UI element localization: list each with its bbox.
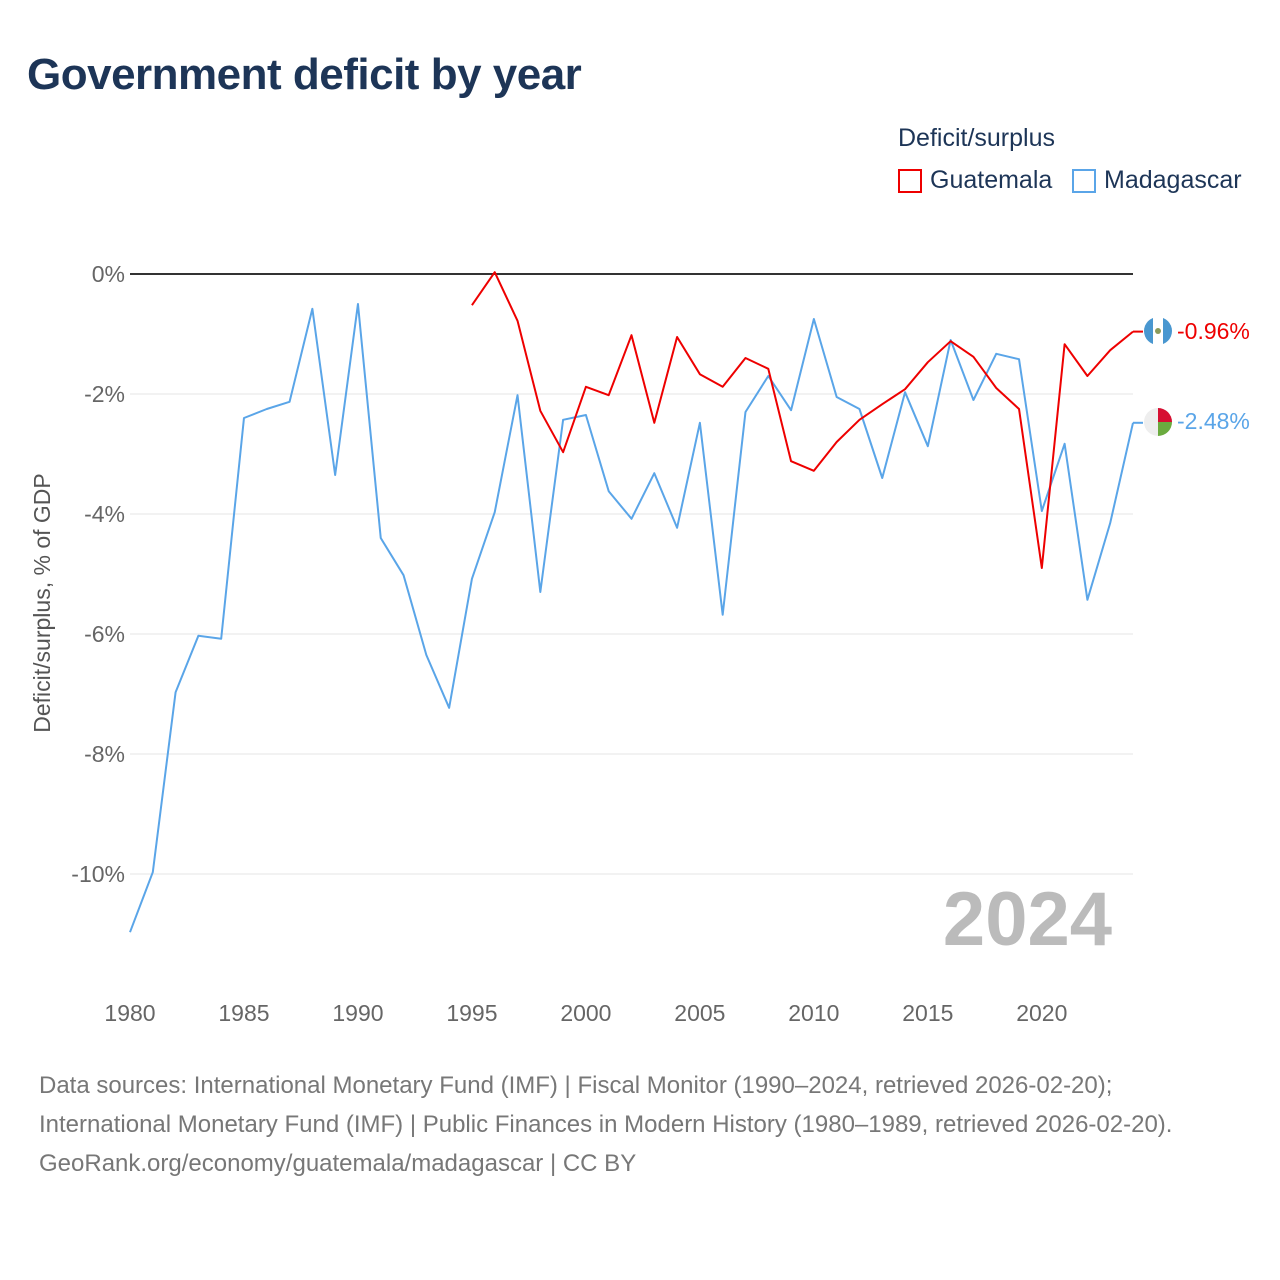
legend-swatch-guatemala xyxy=(898,168,922,193)
line-chart: 0% -2% -4% -6% -8% -10% 1980 1985 1990 1995 2000 20… xyxy=(29,261,1250,1026)
y-tick-label: -8% xyxy=(84,741,125,767)
madagascar-flag-icon xyxy=(1144,408,1172,436)
x-tick-label: 1995 xyxy=(446,1000,497,1026)
x-tick-label: 2000 xyxy=(560,1000,611,1026)
x-tick-label: 2010 xyxy=(788,1000,839,1026)
y-tick-label: -10% xyxy=(71,861,125,887)
x-tick-label: 1980 xyxy=(104,1000,155,1026)
x-tick-label: 2015 xyxy=(902,1000,953,1026)
y-tick-label: 0% xyxy=(92,261,125,287)
year-watermark: 2024 xyxy=(943,877,1112,962)
guatemala-flag-icon xyxy=(1144,317,1172,345)
legend-title: Deficit/surplus xyxy=(898,124,1055,152)
guatemala-end-label: -0.96% xyxy=(1177,318,1250,344)
chart-title: Government deficit by year xyxy=(27,50,582,99)
attribution-link[interactable]: GeoRank.org/economy/guatemala/madagascar… xyxy=(39,1150,637,1177)
legend-label: Madagascar xyxy=(1104,166,1242,194)
y-axis-label: Deficit/surplus, % of GDP xyxy=(29,473,55,732)
x-tick-label: 2005 xyxy=(674,1000,725,1026)
legend-swatch-madagascar xyxy=(1072,168,1096,193)
legend-label: Guatemala xyxy=(930,166,1053,194)
y-tick-label: -4% xyxy=(84,501,125,527)
x-tick-label: 1990 xyxy=(332,1000,383,1026)
legend-item-guatemala[interactable]: Guatemala xyxy=(898,166,1052,195)
data-sources: Data sources: International Monetary Fun… xyxy=(39,1072,1173,1138)
legend-item-madagascar[interactable]: Madagascar xyxy=(1072,166,1242,195)
x-tick-label: 2020 xyxy=(1016,1000,1067,1026)
series-line-madagascar xyxy=(129,303,1134,933)
source-note: Data sources: International Monetary Fun… xyxy=(39,1066,1239,1183)
madagascar-end-label: -2.48% xyxy=(1177,408,1250,434)
series-line-guatemala xyxy=(471,271,1134,569)
y-tick-label: -6% xyxy=(84,621,125,647)
y-tick-label: -2% xyxy=(84,381,125,407)
x-tick-label: 1985 xyxy=(218,1000,269,1026)
